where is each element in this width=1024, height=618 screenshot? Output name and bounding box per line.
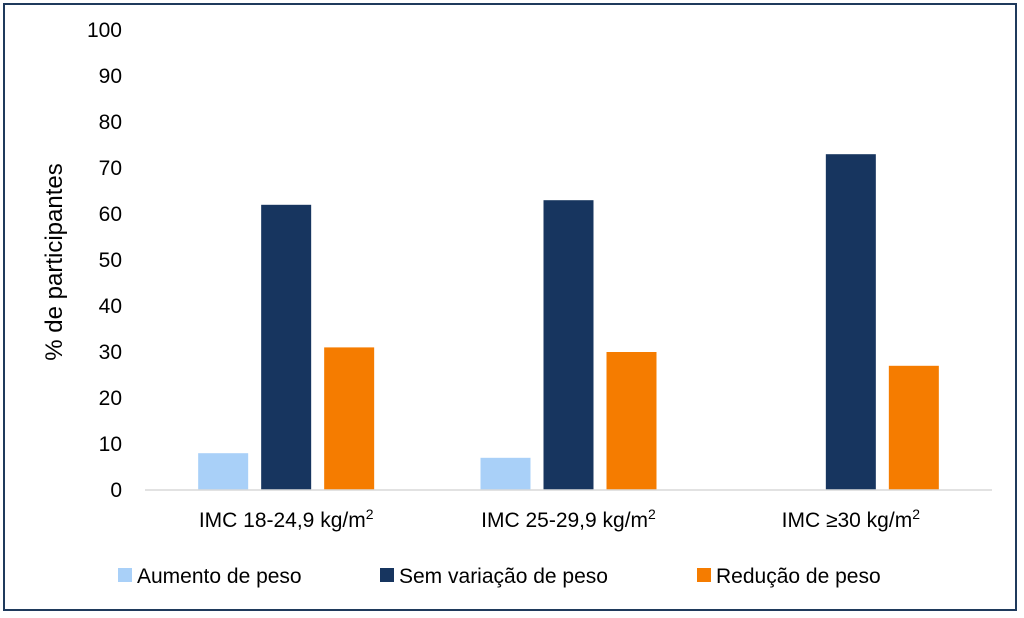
x-category-label: IMC 18-24,9 kg/m2 — [199, 506, 374, 532]
bar — [825, 154, 876, 490]
x-category-label: IMC 25-29,9 kg/m2 — [481, 506, 656, 532]
bars — [198, 154, 939, 491]
y-tick-label: 0 — [110, 479, 122, 502]
x-category-label: IMC ≥30 kg/m2 — [782, 506, 921, 532]
legend-label: Redução de peso — [716, 565, 881, 588]
legend: Aumento de peso Sem variação de peso Reduç… — [118, 565, 881, 588]
x-axis-category-labels: IMC 18-24,9 kg/m2 IMC 25-29,9 kg/m2 IMC ≥3… — [199, 506, 920, 532]
y-tick-label: 10 — [99, 433, 122, 456]
bar — [888, 365, 939, 490]
bar — [324, 347, 375, 490]
y-axis-label: % de participantes — [41, 163, 68, 360]
bar — [543, 200, 594, 490]
bar — [261, 204, 312, 491]
y-axis-ticks: 0 10 20 30 40 50 60 70 80 90 100 — [87, 19, 122, 502]
legend-swatch — [118, 568, 132, 582]
y-tick-label: 30 — [99, 341, 122, 364]
y-tick-label: 100 — [87, 19, 122, 42]
y-tick-label: 60 — [99, 203, 122, 226]
bar — [198, 453, 249, 490]
legend-swatch — [697, 568, 711, 582]
legend-swatch — [380, 568, 394, 582]
y-tick-label: 80 — [99, 111, 122, 134]
y-tick-label: 90 — [99, 65, 122, 88]
legend-label: Sem variação de peso — [399, 565, 608, 588]
bar — [480, 457, 531, 490]
legend-label: Aumento de peso — [137, 565, 302, 588]
y-tick-label: 70 — [99, 157, 122, 180]
y-tick-label: 40 — [99, 295, 122, 318]
y-tick-label: 20 — [99, 387, 122, 410]
y-tick-label: 50 — [99, 249, 122, 272]
bar — [606, 352, 657, 490]
